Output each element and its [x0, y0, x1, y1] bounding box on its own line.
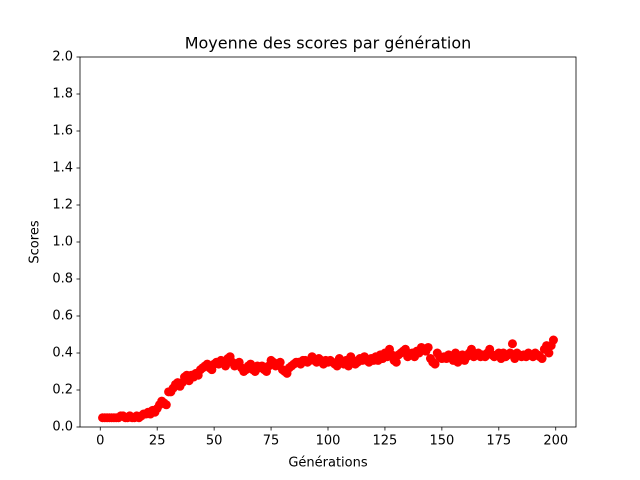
y-axis-label: Scores [28, 220, 43, 263]
y-tick-label: 0.0 [52, 420, 73, 435]
y-tick-label: 0.2 [52, 383, 73, 398]
x-axis-label: Générations [288, 456, 368, 471]
point [161, 400, 171, 410]
y-tick-label: 0.6 [52, 309, 73, 324]
plot-frame [79, 56, 577, 428]
point [423, 342, 433, 352]
x-tick-label: 175 [486, 434, 511, 449]
point [275, 357, 285, 367]
y-tick-label: 1.6 [52, 124, 73, 139]
x-tick-label: 125 [373, 434, 398, 449]
point [537, 354, 547, 364]
y-tick-label: 1.8 [52, 87, 73, 102]
chart-title: Moyenne des scores par génération [185, 34, 472, 53]
point [507, 339, 517, 349]
y-tick-label: 0.4 [52, 346, 73, 361]
x-tick-label: 150 [429, 434, 454, 449]
point [430, 359, 440, 369]
x-tick-label: 25 [149, 434, 166, 449]
y-tick-label: 0.8 [52, 272, 73, 287]
x-tick-label: 0 [96, 434, 104, 449]
y-tick-label: 1.4 [52, 161, 73, 176]
x-tick-label: 75 [263, 434, 280, 449]
x-tick-label: 100 [316, 434, 341, 449]
x-tick-label: 200 [543, 434, 568, 449]
point [548, 335, 558, 345]
point [221, 361, 231, 371]
point [544, 348, 554, 358]
y-tick-label: 1.0 [52, 235, 73, 250]
x-tick-label: 50 [206, 434, 223, 449]
y-tick-label: 2.0 [52, 50, 73, 65]
point [391, 357, 401, 367]
y-tick-label: 1.2 [52, 198, 73, 213]
